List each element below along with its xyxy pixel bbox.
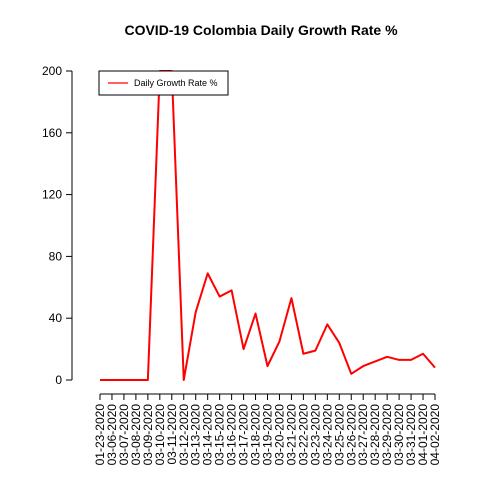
- x-tick-label: 03-27-2020: [356, 404, 370, 466]
- x-tick-label: 03-15-2020: [213, 404, 227, 466]
- x-tick-label: 03-07-2020: [117, 404, 131, 466]
- x-tick-label: 03-09-2020: [141, 404, 155, 466]
- x-tick-label: 03-14-2020: [201, 404, 215, 466]
- x-axis: 01-23-202003-06-202003-07-202003-08-2020…: [93, 393, 442, 466]
- plot-area: [100, 70, 436, 381]
- x-tick-label: 03-24-2020: [320, 404, 334, 466]
- y-tick-label: 0: [55, 373, 62, 387]
- x-tick-label: 03-26-2020: [344, 404, 358, 466]
- x-tick-label: 03-25-2020: [332, 404, 346, 466]
- x-tick-label: 03-29-2020: [380, 404, 394, 466]
- x-tick-label: 03-11-2020: [165, 404, 179, 465]
- x-tick-label: 03-28-2020: [368, 404, 382, 466]
- x-tick-label: 03-16-2020: [225, 404, 239, 466]
- x-tick-label: 04-01-2020: [416, 404, 430, 466]
- y-tick-label: 80: [49, 249, 63, 263]
- x-tick-label: 03-12-2020: [177, 404, 191, 466]
- x-tick-label: 04-02-2020: [428, 404, 442, 466]
- x-tick-label: 03-23-2020: [308, 404, 322, 466]
- x-tick-label: 03-06-2020: [105, 404, 119, 466]
- x-tick-label: 03-08-2020: [129, 404, 143, 466]
- legend-label: Daily Growth Rate %: [134, 78, 218, 88]
- chart-title: COVID-19 Colombia Daily Growth Rate %: [124, 22, 398, 38]
- x-tick-label: 03-22-2020: [296, 404, 310, 466]
- x-tick-label: 03-19-2020: [261, 404, 275, 466]
- y-tick-label: 200: [42, 64, 62, 78]
- x-tick-label: 03-18-2020: [249, 404, 263, 466]
- y-tick-label: 160: [42, 126, 62, 140]
- legend: Daily Growth Rate %: [98, 70, 229, 96]
- x-tick-label: 03-17-2020: [237, 404, 251, 466]
- series-line: [100, 70, 436, 381]
- x-tick-label: 03-21-2020: [284, 404, 298, 466]
- x-tick-label: 03-30-2020: [392, 404, 406, 466]
- x-tick-label: 03-10-2020: [153, 404, 167, 466]
- x-tick-label: 03-20-2020: [272, 404, 286, 466]
- x-tick-label: 03-13-2020: [189, 404, 203, 466]
- x-tick-label: 01-23-2020: [93, 404, 107, 466]
- y-tick-label: 120: [42, 188, 62, 202]
- x-tick-label: 03-31-2020: [404, 404, 418, 466]
- y-tick-label: 40: [49, 311, 63, 325]
- y-axis: 0 40 80 120 160 200: [42, 64, 73, 387]
